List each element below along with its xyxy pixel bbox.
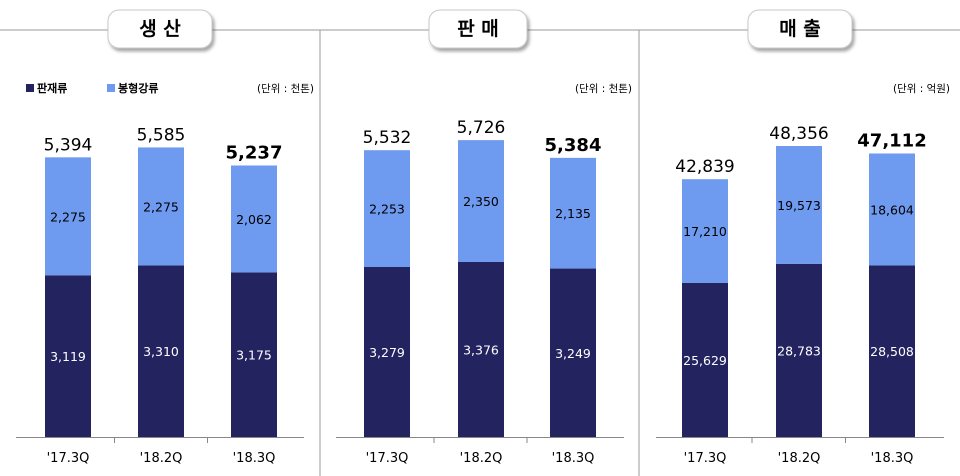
bar-segment-판재류 bbox=[550, 268, 596, 437]
chart-title: 매 출 bbox=[779, 18, 821, 40]
unit-label: (단위 : 천톤) bbox=[257, 82, 314, 95]
bar-segment-봉형강류 bbox=[458, 140, 504, 262]
segment-value-label: 3,310 bbox=[143, 344, 179, 359]
bar-segment-판재류 bbox=[869, 265, 915, 437]
bar-segment-봉형강류 bbox=[869, 153, 915, 266]
chart-panel-0: 생 산 (단위 : 천톤) 3,119 2,275 5,394 '17.3Q 3,310 2,… bbox=[16, 9, 314, 466]
chart-title: 판 매 bbox=[457, 18, 499, 40]
x-tick-label: '18.3Q bbox=[552, 451, 595, 466]
bar-segment-봉형강류 bbox=[776, 146, 822, 264]
chart-title-box bbox=[428, 9, 528, 49]
bar-segment-판재류 bbox=[364, 266, 410, 437]
segment-value-label: 2,275 bbox=[50, 209, 86, 224]
segment-value-label: 2,135 bbox=[555, 206, 591, 221]
unit-label: (단위 : 천톤) bbox=[575, 82, 632, 95]
segment-value-label: 2,253 bbox=[369, 202, 405, 217]
bar-segment-판재류 bbox=[231, 272, 277, 437]
x-tick-label: '18.3Q bbox=[871, 451, 914, 466]
chart-title-box bbox=[107, 9, 213, 49]
segment-value-label: 3,119 bbox=[50, 349, 86, 364]
segment-value-label: 2,350 bbox=[463, 194, 499, 209]
legend-label-1: 봉형강류 bbox=[118, 81, 158, 95]
total-value-label: 5,585 bbox=[137, 125, 186, 145]
segment-value-label: 19,573 bbox=[777, 198, 821, 213]
x-tick-label: '18.2Q bbox=[140, 451, 183, 466]
x-tick-label: '18.2Q bbox=[460, 451, 503, 466]
total-value-label: 5,384 bbox=[545, 135, 602, 156]
segment-value-label: 28,508 bbox=[870, 344, 914, 359]
segment-value-label: 3,376 bbox=[463, 342, 499, 357]
x-tick-label: '17.3Q bbox=[684, 451, 727, 466]
bar-segment-판재류 bbox=[45, 275, 91, 437]
segment-value-label: 3,249 bbox=[555, 346, 591, 361]
legend-swatch-0 bbox=[26, 84, 34, 92]
chart-title: 생 산 bbox=[139, 18, 181, 40]
chart-panel-2: 매 출 (단위 : 억원) 25,629 17,210 42,839 '17.3Q 28,7… bbox=[656, 9, 950, 466]
unit-label: (단위 : 억원) bbox=[893, 82, 950, 95]
x-tick-label: '18.3Q bbox=[233, 451, 276, 466]
segment-value-label: 18,604 bbox=[870, 202, 914, 217]
total-value-label: 47,112 bbox=[857, 130, 926, 151]
bar-segment-봉형강류 bbox=[45, 157, 91, 276]
total-value-label: 5,532 bbox=[363, 128, 412, 148]
x-tick-label: '18.2Q bbox=[778, 451, 821, 466]
bar-segment-판재류 bbox=[138, 265, 184, 437]
segment-value-label: 2,062 bbox=[236, 212, 272, 227]
segment-value-label: 28,783 bbox=[777, 343, 821, 358]
total-value-label: 48,356 bbox=[769, 124, 828, 144]
bar-segment-봉형강류 bbox=[138, 147, 184, 266]
total-value-label: 42,839 bbox=[675, 157, 734, 177]
total-value-label: 5,237 bbox=[226, 142, 283, 163]
bar-segment-봉형강류 bbox=[231, 165, 277, 273]
segment-value-label: 2,275 bbox=[143, 199, 179, 214]
legend: 판재류 봉형강류 bbox=[26, 81, 158, 95]
legend-label-0: 판재류 bbox=[37, 81, 67, 95]
bar-segment-봉형강류 bbox=[550, 157, 596, 269]
bar-segment-봉형강류 bbox=[682, 179, 728, 283]
x-tick-label: '17.3Q bbox=[366, 451, 409, 466]
chart-title-box bbox=[747, 9, 853, 49]
total-value-label: 5,726 bbox=[457, 118, 506, 138]
legend-swatch-1 bbox=[107, 84, 115, 92]
chart-panel-1: 판 매 (단위 : 천톤) 3,279 2,253 5,532 '17.3Q 3,376 2,… bbox=[336, 9, 632, 466]
bar-segment-판재류 bbox=[682, 282, 728, 437]
bar-segment-봉형강류 bbox=[364, 150, 410, 267]
total-value-label: 5,394 bbox=[44, 135, 93, 155]
bar-segment-판재류 bbox=[458, 261, 504, 437]
segment-value-label: 3,279 bbox=[369, 345, 405, 360]
bar-segment-판재류 bbox=[776, 263, 822, 437]
segment-value-label: 17,210 bbox=[683, 224, 727, 239]
x-tick-label: '17.3Q bbox=[47, 451, 90, 466]
segment-value-label: 25,629 bbox=[683, 353, 727, 368]
segment-value-label: 3,175 bbox=[236, 348, 272, 363]
